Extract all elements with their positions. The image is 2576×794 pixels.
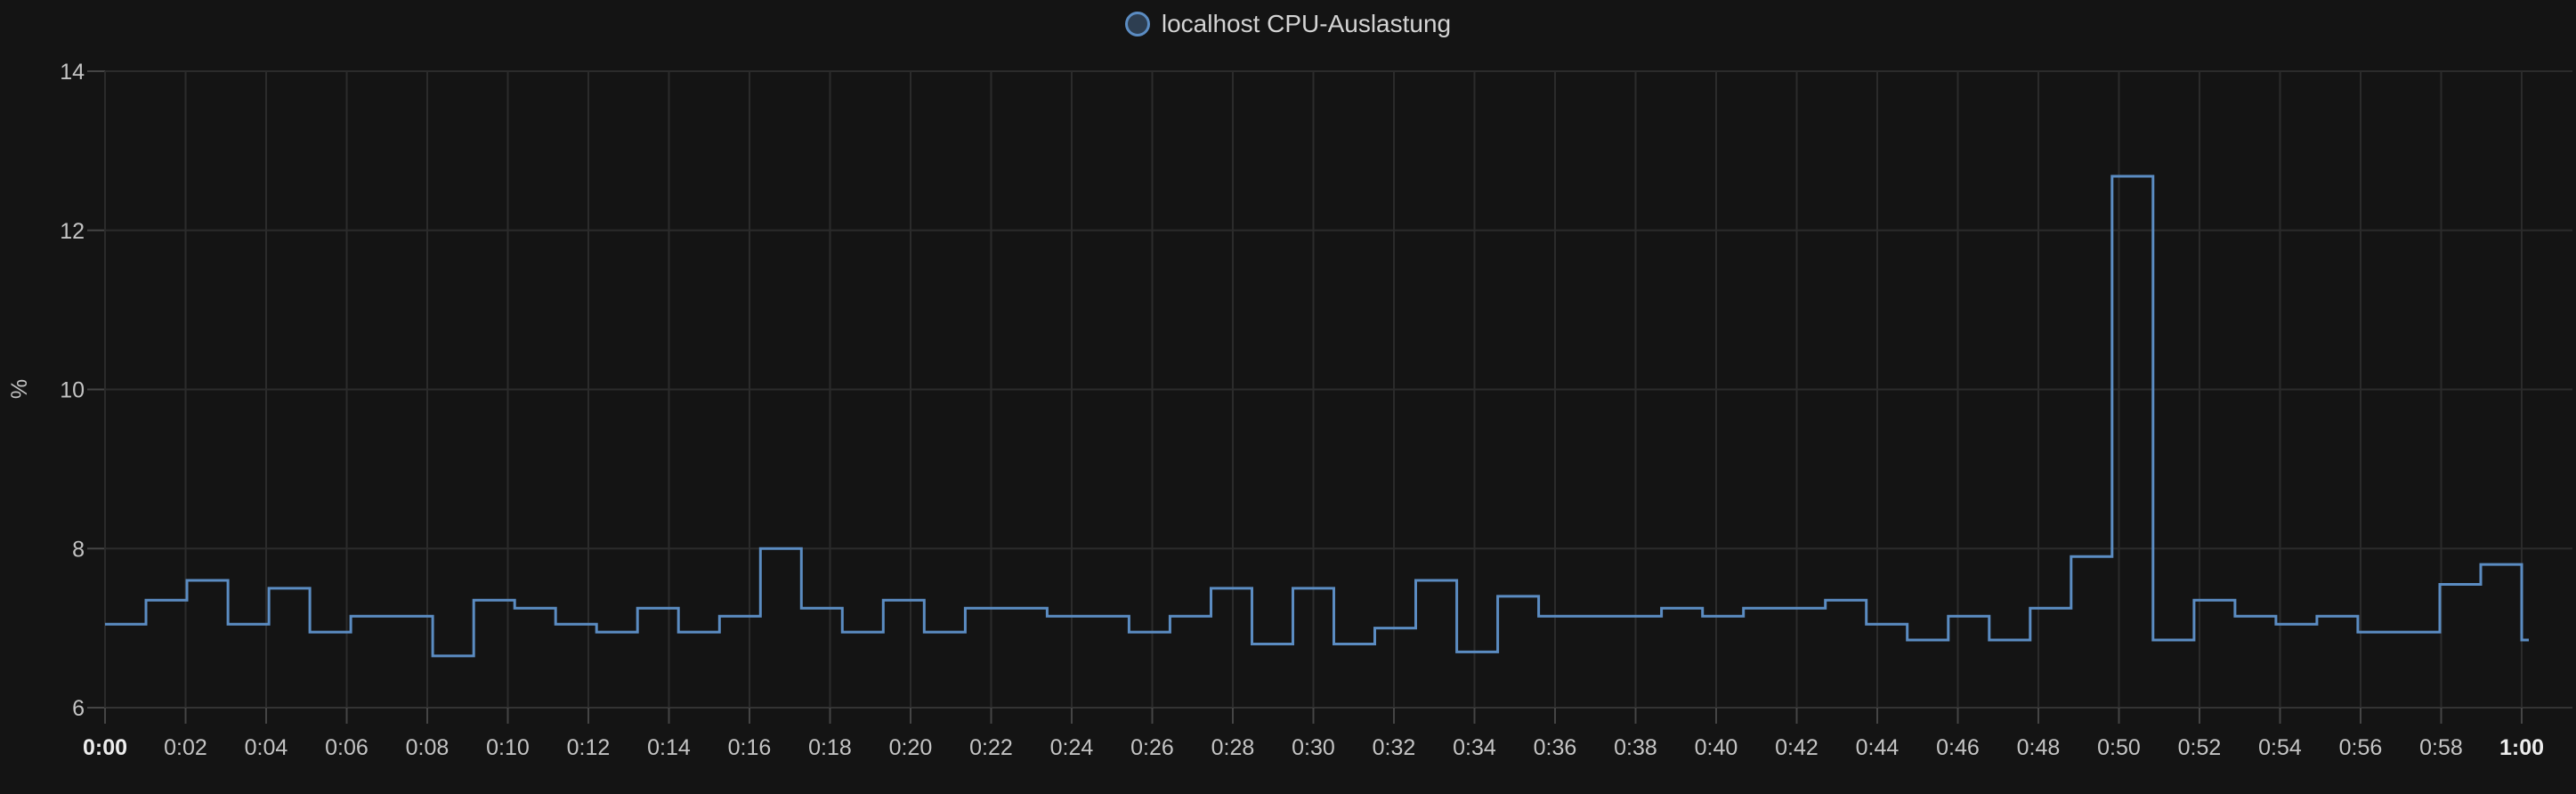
x-axis-label: 0:54 (2258, 735, 2302, 760)
x-axis-label: 0:16 (728, 735, 772, 760)
x-axis-label: 0:00 (83, 735, 127, 760)
x-axis-label: 0:46 (1936, 735, 1980, 760)
x-axis-label: 0:48 (2017, 735, 2061, 760)
x-axis-label: 0:44 (1856, 735, 1900, 760)
series-line-localhost-cpu (105, 174, 2529, 658)
x-axis-label: 0:12 (567, 735, 611, 760)
series-marker-icon (1124, 12, 1150, 36)
y-axis-label: 6 (72, 696, 85, 721)
x-axis-label: 0:36 (1534, 735, 1577, 760)
x-axis-label: 0:42 (1775, 735, 1819, 760)
x-axis-label: 0:32 (1373, 735, 1416, 760)
x-axis-label: 0:08 (406, 735, 450, 760)
y-axis-label: 10 (60, 378, 85, 403)
legend-series-label: localhost CPU-Auslastung (1161, 10, 1452, 37)
x-axis-label: 0:40 (1695, 735, 1738, 760)
y-axis-label: 12 (60, 219, 85, 244)
x-axis-label: 0:34 (1453, 735, 1496, 760)
plot-area[interactable] (105, 71, 2572, 708)
x-axis-label: 0:30 (1292, 735, 1335, 760)
chart-legend: localhost CPU-Auslastung (0, 9, 2576, 39)
x-axis-label: 1:00 (2499, 735, 2544, 760)
x-axis-label: 0:06 (325, 735, 369, 760)
x-axis-label: 0:10 (486, 735, 530, 760)
x-axis-label: 0:18 (808, 735, 852, 760)
x-axis-label: 0:22 (969, 735, 1013, 760)
y-axis-label: 14 (60, 60, 85, 85)
x-axis-label: 0:24 (1050, 735, 1094, 760)
x-axis-label: 0:26 (1130, 735, 1174, 760)
x-axis-label: 0:02 (164, 735, 207, 760)
x-axis-label: 0:28 (1211, 735, 1255, 760)
legend-item-localhost-cpu[interactable]: localhost CPU-Auslastung (1124, 9, 1452, 39)
x-axis-label: 0:58 (2419, 735, 2463, 760)
x-axis-label: 0:56 (2339, 735, 2383, 760)
x-axis-label: 0:50 (2097, 735, 2141, 760)
x-axis-label: 0:52 (2178, 735, 2222, 760)
y-axis-unit-label: % (7, 379, 32, 399)
x-axis-label: 0:14 (647, 735, 691, 760)
x-axis-label: 0:20 (889, 735, 933, 760)
x-axis-label: 0:38 (1614, 735, 1657, 760)
y-axis-label: 8 (72, 537, 85, 562)
x-axis-label: 0:04 (245, 735, 288, 760)
